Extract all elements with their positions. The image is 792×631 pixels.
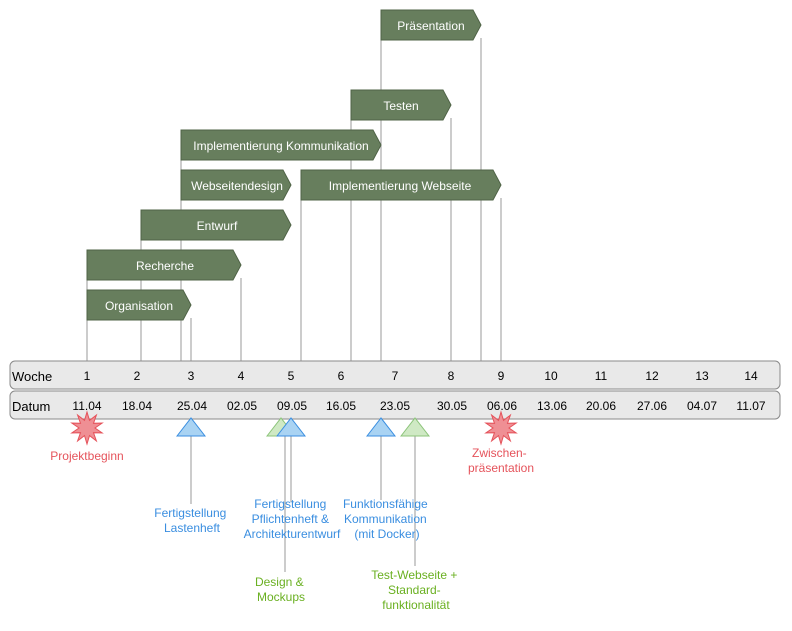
task-entwurf: Entwurf	[140, 209, 292, 241]
date-value: 06.06	[487, 399, 517, 413]
date-value: 09.05	[277, 399, 307, 413]
task-organisation: Organisation	[86, 289, 192, 321]
task-label: Organisation	[105, 299, 173, 313]
task-label: Implementierung Kommunikation	[193, 139, 368, 153]
task-praesentation: Präsentation	[380, 9, 482, 41]
star-zwischenpraesentation	[484, 410, 518, 446]
date-value: 25.04	[177, 399, 207, 413]
week-number: 12	[645, 369, 659, 383]
week-number: 4	[238, 369, 245, 383]
task-label: Recherche	[136, 259, 194, 273]
date-value: 18.04	[122, 399, 152, 413]
date-value: 02.05	[227, 399, 257, 413]
week-number: 5	[288, 369, 295, 383]
date-value: 16.05	[326, 399, 356, 413]
date-value: 23.05	[380, 399, 410, 413]
milestone-triangle-testwebseite	[399, 417, 431, 437]
date-value: 04.07	[687, 399, 717, 413]
date-value: 30.05	[437, 399, 467, 413]
star-projektbeginn	[70, 410, 104, 446]
event-label-pflichtenheft: Fertigstellung Pflichtenheft & Architekt…	[244, 497, 341, 541]
task-label: Entwurf	[197, 219, 238, 233]
event-label-kommunikation: Funktionsfähige Kommunikation (mit Docke…	[343, 497, 431, 541]
milestone-triangle-kommunikation	[365, 417, 397, 437]
week-number: 8	[448, 369, 455, 383]
task-testen: Testen	[350, 89, 452, 121]
week-number: 9	[498, 369, 505, 383]
date-value: 27.06	[637, 399, 667, 413]
milestone-triangle-pflichtenheft	[275, 417, 307, 437]
week-number: 6	[338, 369, 345, 383]
task-webseitendesign: Webseitendesign	[180, 169, 292, 201]
week-number: 10	[544, 369, 558, 383]
date-value: 20.06	[586, 399, 616, 413]
week-number: 7	[392, 369, 399, 383]
date-value: 13.06	[537, 399, 567, 413]
task-impl-webseite: Implementierung Webseite	[300, 169, 502, 201]
week-number: 13	[695, 369, 709, 383]
event-label-zwischenpraesentation: Zwischen- präsentation	[468, 446, 534, 475]
task-label: Webseitendesign	[191, 179, 283, 193]
week-number: 1	[84, 369, 91, 383]
milestone-triangle-lastenheft	[175, 417, 207, 437]
task-recherche: Recherche	[86, 249, 242, 281]
date-value: 11.04	[72, 399, 101, 413]
week-number: 3	[188, 369, 195, 383]
task-impl-kommunikation: Implementierung Kommunikation	[180, 129, 382, 161]
task-label: Präsentation	[397, 19, 464, 33]
week-row-label: Woche	[12, 369, 52, 384]
week-row: Woche 1 2 3 4 5 6 7 8 9 10 11 12 13 14	[9, 360, 781, 390]
event-label-design: Design & Mockups	[255, 575, 307, 604]
week-number: 2	[134, 369, 141, 383]
event-label-lastenheft: Fertigstellung Lastenheft	[154, 506, 229, 535]
week-number: 11	[595, 369, 608, 383]
date-value: 11.07	[736, 399, 765, 413]
week-number: 14	[744, 369, 758, 383]
event-label-testwebseite: Test-Webseite + Standard- funktionalität	[371, 568, 461, 612]
event-label-projektbeginn: Projektbeginn	[50, 449, 123, 463]
milestone-lines	[190, 436, 416, 572]
date-row: Datum 11.04 18.04 25.04 02.05 09.05 16.05 23.0…	[9, 390, 781, 420]
task-label: Implementierung Webseite	[329, 179, 472, 193]
task-label: Testen	[383, 99, 418, 113]
date-row-label: Datum	[12, 399, 50, 414]
